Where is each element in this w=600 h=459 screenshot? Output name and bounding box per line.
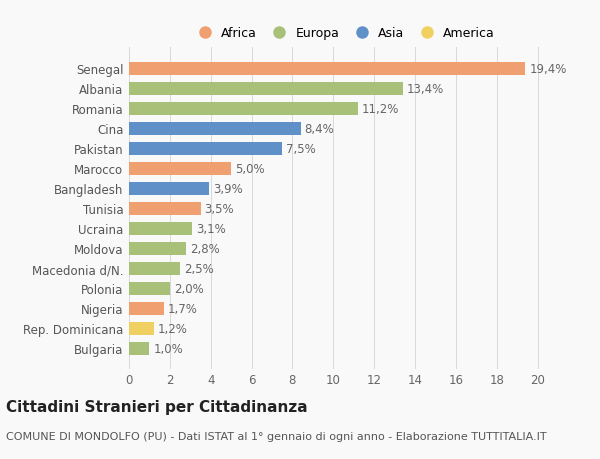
Text: 1,2%: 1,2% xyxy=(158,322,187,335)
Bar xyxy=(129,342,149,355)
Text: 19,4%: 19,4% xyxy=(529,63,567,76)
Text: Cittadini Stranieri per Cittadinanza: Cittadini Stranieri per Cittadinanza xyxy=(6,399,308,414)
Text: 3,9%: 3,9% xyxy=(213,182,242,196)
Bar xyxy=(129,242,186,255)
Bar xyxy=(129,83,403,95)
Bar xyxy=(129,202,200,215)
Bar xyxy=(129,123,301,135)
Text: 2,0%: 2,0% xyxy=(174,282,203,295)
Bar xyxy=(129,182,209,196)
Text: 2,8%: 2,8% xyxy=(190,242,220,255)
Text: 3,1%: 3,1% xyxy=(196,222,226,235)
Legend: Africa, Europa, Asia, America: Africa, Europa, Asia, America xyxy=(187,22,500,45)
Text: COMUNE DI MONDOLFO (PU) - Dati ISTAT al 1° gennaio di ogni anno - Elaborazione T: COMUNE DI MONDOLFO (PU) - Dati ISTAT al … xyxy=(6,431,547,442)
Bar xyxy=(129,63,526,76)
Bar xyxy=(129,282,170,295)
Bar xyxy=(129,162,231,175)
Text: 2,5%: 2,5% xyxy=(184,262,214,275)
Text: 1,0%: 1,0% xyxy=(154,342,183,355)
Text: 13,4%: 13,4% xyxy=(407,83,444,96)
Text: 1,7%: 1,7% xyxy=(168,302,197,315)
Bar xyxy=(129,302,164,315)
Text: 7,5%: 7,5% xyxy=(286,143,316,156)
Bar xyxy=(129,262,180,275)
Bar xyxy=(129,222,193,235)
Text: 5,0%: 5,0% xyxy=(235,162,265,175)
Bar xyxy=(129,103,358,116)
Text: 3,5%: 3,5% xyxy=(205,202,234,215)
Text: 11,2%: 11,2% xyxy=(362,103,399,116)
Bar xyxy=(129,143,282,156)
Text: 8,4%: 8,4% xyxy=(305,123,334,135)
Bar xyxy=(129,322,154,335)
